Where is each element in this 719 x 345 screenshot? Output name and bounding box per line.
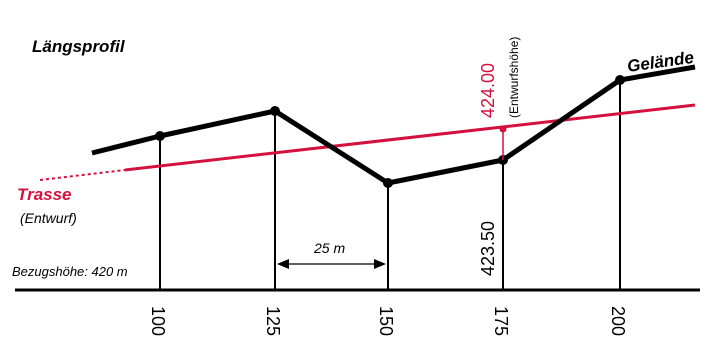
design-height-caption: (Entwurfshöhe) [507,37,521,118]
station-label-200: 200 [608,306,628,336]
station-label-125: 125 [263,306,283,336]
station-label-175: 175 [491,306,511,336]
reference-height-label: Bezugshöhe: 420 m [12,264,128,279]
station-label-150: 150 [376,306,396,336]
terrain-point-125 [270,106,280,116]
terrain-point-200 [615,75,625,85]
route-design-line [124,103,696,172]
spacing-label: 25 m [313,240,345,256]
spacing-arrow-right [374,259,386,269]
design-height-value: 424.00 [478,63,498,118]
terrain-point-100 [155,131,165,141]
route-sublabel: (Entwurf) [20,210,77,226]
spacing-arrow-left [277,259,289,269]
terrain-line [91,64,696,186]
route-label: Trasse [17,185,72,204]
terrain-height-value: 423.50 [478,221,498,276]
station-label-100: 100 [148,306,168,336]
terrain-point-150 [383,178,393,188]
diagram-title: Längsprofil [32,37,126,56]
design-height-point [499,125,507,133]
route-design-line-extension [39,169,126,181]
